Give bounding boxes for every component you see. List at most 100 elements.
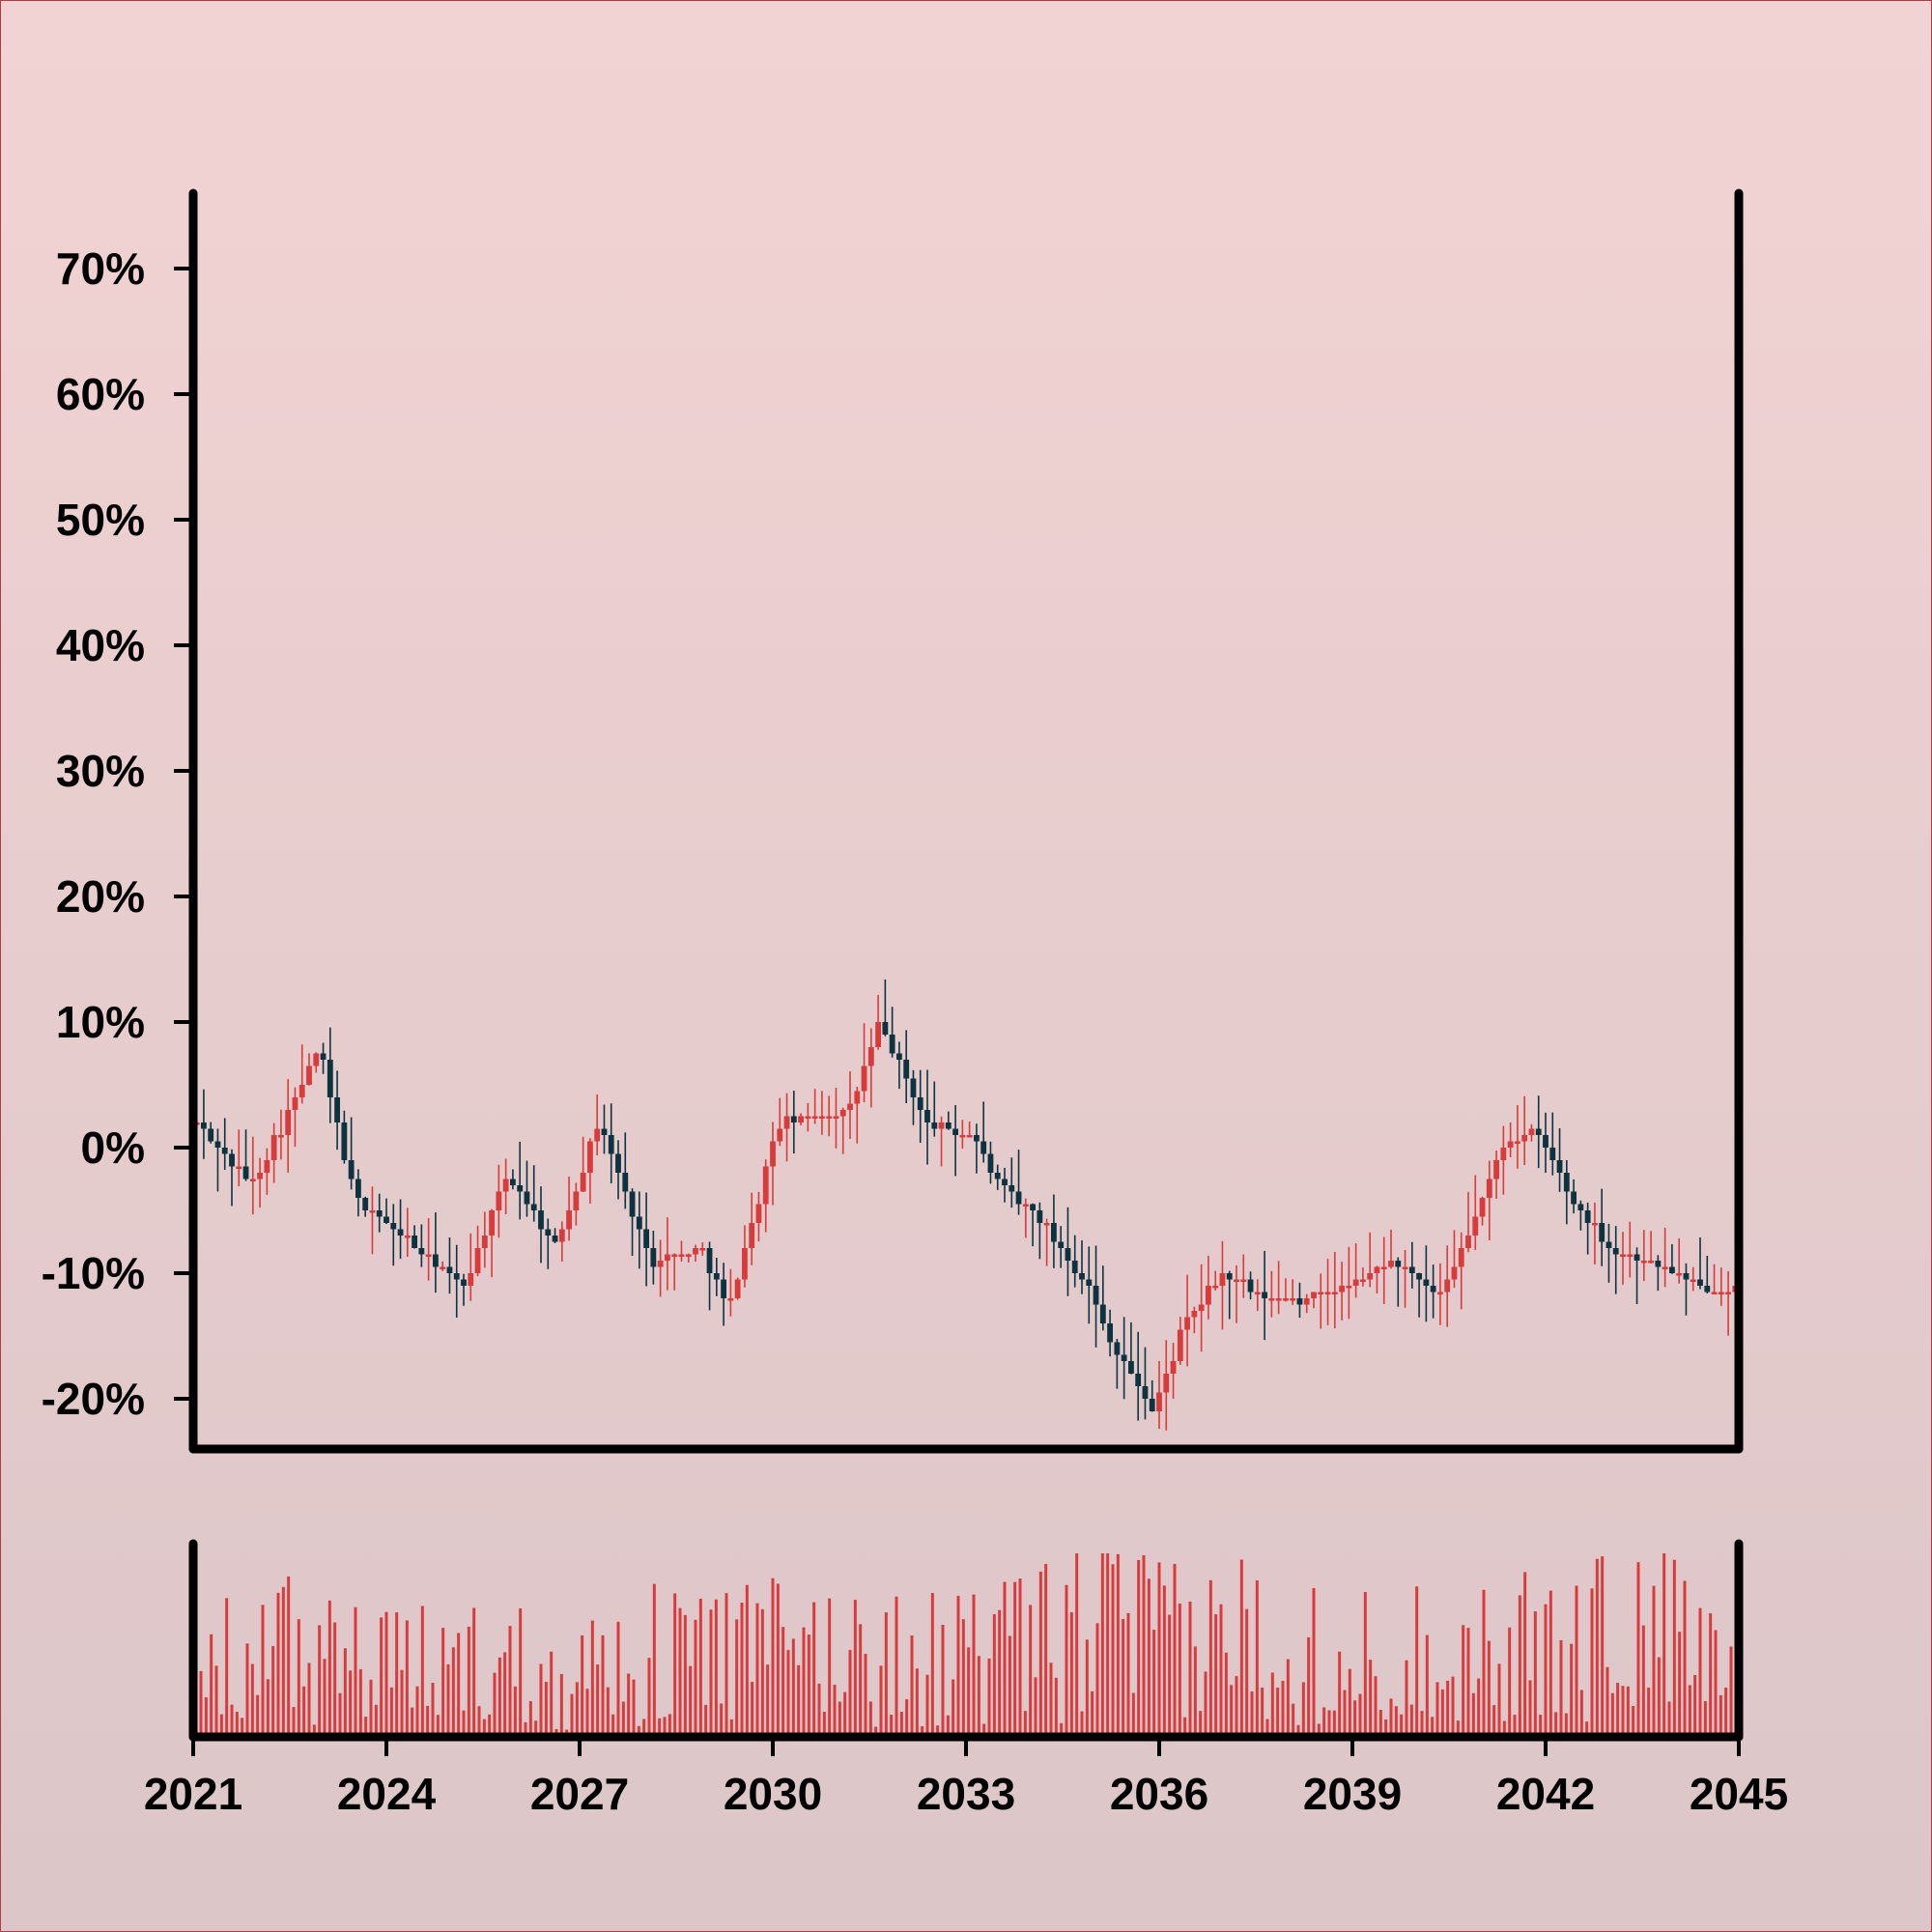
volume-bar xyxy=(766,1664,770,1737)
candle-body xyxy=(994,1173,1001,1179)
candle-body xyxy=(1493,1160,1499,1179)
x-tick-label: 2033 xyxy=(917,1769,1015,1819)
volume-bar xyxy=(977,1656,980,1737)
volume-bar xyxy=(714,1599,718,1737)
volume-bar xyxy=(1662,1553,1666,1737)
candle-body xyxy=(384,1216,389,1223)
candle-body xyxy=(1262,1292,1267,1298)
volume-bar xyxy=(781,1627,785,1737)
candle-body xyxy=(1324,1292,1331,1294)
volume-bar xyxy=(575,1682,579,1737)
volume-bars xyxy=(194,1553,1738,1737)
volume-bar xyxy=(1018,1578,1022,1737)
volume-bar xyxy=(807,1634,810,1737)
volume-bar xyxy=(1286,1659,1290,1737)
volume-bar xyxy=(1301,1682,1305,1737)
volume-bar xyxy=(1533,1611,1537,1737)
candle-body xyxy=(1360,1279,1366,1282)
candle-body xyxy=(1458,1248,1464,1267)
volume-bar xyxy=(1069,1611,1073,1737)
volume-bar xyxy=(874,1726,878,1737)
candle-body xyxy=(264,1160,270,1173)
volume-bar xyxy=(1255,1579,1259,1737)
volume-bar xyxy=(1363,1592,1367,1737)
candle-body xyxy=(446,1266,453,1273)
candle-body xyxy=(1549,1148,1556,1160)
candle-body xyxy=(1247,1279,1254,1293)
volume-bar xyxy=(1265,1719,1269,1737)
volume-bar xyxy=(1034,1677,1037,1737)
volume-bar xyxy=(1245,1608,1249,1737)
volume-bar xyxy=(627,1673,631,1737)
volume-bar xyxy=(1431,1717,1435,1737)
volume-bar xyxy=(864,1654,867,1737)
candle-body xyxy=(545,1229,552,1236)
candle-body xyxy=(1135,1374,1142,1386)
candle-body xyxy=(770,1141,776,1167)
volume-bar xyxy=(1446,1680,1450,1737)
candle-body xyxy=(699,1248,706,1251)
candle-body xyxy=(1430,1286,1436,1293)
volume-bar xyxy=(446,1663,450,1737)
candle-body xyxy=(819,1116,825,1119)
candle-body xyxy=(1451,1266,1458,1280)
volume-bar xyxy=(1724,1687,1728,1737)
volume-bar xyxy=(1636,1562,1640,1737)
x-tick-label: 2021 xyxy=(144,1769,242,1819)
volume-bar xyxy=(292,1707,296,1737)
candle-body xyxy=(742,1248,748,1280)
volume-bar xyxy=(1719,1694,1722,1737)
candle-body xyxy=(1142,1386,1149,1399)
candle-body xyxy=(418,1248,425,1255)
volume-bar xyxy=(539,1663,543,1737)
candle-body xyxy=(440,1266,446,1269)
candle-body xyxy=(580,1173,586,1192)
candle-body xyxy=(678,1254,685,1257)
candle-body xyxy=(1219,1273,1226,1286)
volume-bar xyxy=(287,1577,291,1737)
candle-body xyxy=(1465,1236,1471,1248)
volume-bar xyxy=(694,1619,697,1737)
candle-body xyxy=(665,1254,670,1261)
volume-bar xyxy=(1575,1585,1578,1737)
volume-bar xyxy=(369,1679,373,1737)
volume-bar xyxy=(1142,1554,1146,1737)
volume-bar xyxy=(1632,1705,1635,1737)
volume-bar xyxy=(596,1664,600,1737)
volume-bar xyxy=(1085,1639,1089,1737)
volume-bar xyxy=(1270,1672,1274,1737)
volume-bar xyxy=(1384,1719,1388,1737)
candle-body xyxy=(1234,1279,1239,1282)
volume-bar xyxy=(698,1598,702,1737)
candle-body xyxy=(249,1179,256,1181)
candle-body xyxy=(221,1148,228,1154)
candle-body xyxy=(1318,1292,1324,1294)
volume-bar xyxy=(853,1600,857,1737)
candle-body xyxy=(1374,1266,1380,1273)
volume-bar xyxy=(323,1659,327,1737)
candle-body xyxy=(601,1128,608,1135)
volume-bar xyxy=(1570,1643,1574,1737)
volume-bar xyxy=(1111,1564,1115,1737)
volume-bar xyxy=(642,1719,646,1737)
x-tick-label: 2036 xyxy=(1110,1769,1208,1819)
candle-body xyxy=(278,1135,284,1138)
volume-bar xyxy=(1292,1703,1295,1737)
volume-bar xyxy=(1400,1714,1404,1737)
volume-bar xyxy=(1601,1556,1605,1737)
candle-body xyxy=(453,1273,460,1280)
candle-body xyxy=(952,1128,958,1135)
y-tick-label: 70% xyxy=(56,243,145,294)
candle-body xyxy=(1099,1304,1106,1323)
volume-bar xyxy=(441,1628,445,1737)
volume-bar xyxy=(302,1686,306,1737)
candle-body xyxy=(1711,1292,1718,1294)
candle-body xyxy=(1612,1248,1619,1255)
x-tick-label: 2027 xyxy=(530,1769,629,1819)
volume-bar xyxy=(1199,1711,1203,1737)
volume-bar xyxy=(658,1718,662,1737)
candle-body xyxy=(1170,1361,1177,1374)
candle-body xyxy=(1051,1223,1057,1242)
candle-body xyxy=(882,1022,889,1035)
volume-bar xyxy=(1579,1690,1583,1737)
